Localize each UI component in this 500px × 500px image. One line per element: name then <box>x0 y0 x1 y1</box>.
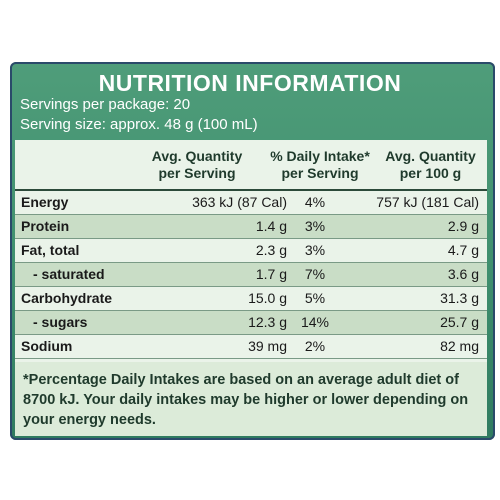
nutrient-name: Sodium <box>21 338 73 354</box>
header-per-serving-text: Avg. Quantity per Serving <box>151 148 243 181</box>
footnote-box: *Percentage Daily Intakes are based on a… <box>15 362 487 436</box>
panel-title: NUTRITION INFORMATION <box>98 70 402 96</box>
header-per-serving: Avg. Quantity per Serving <box>127 148 267 182</box>
row-divider <box>15 286 487 287</box>
per-serving-value: 2.3 g <box>255 242 287 258</box>
per-serving-value: 39 mg <box>248 338 287 354</box>
per-serving-value: 363 kJ (87 Cal) <box>192 194 287 210</box>
header-per-100g-text: Avg. Quantity per 100 g <box>385 148 476 181</box>
servings-per-package: Servings per package: 20 <box>20 96 191 113</box>
per-100g-value: 3.6 g <box>447 266 479 282</box>
nutrient-name: Energy <box>21 194 69 210</box>
header-daily-intake: % Daily Intake* per Serving <box>260 148 380 182</box>
daily-intake-value: 3% <box>304 218 326 234</box>
table-row: Carbohydrate 15.0 g 5% 31.3 g <box>15 287 487 311</box>
table-row: Sodium 39 mg 2% 82 mg <box>15 335 487 359</box>
per-100g-value: 757 kJ (181 Cal) <box>376 194 479 210</box>
header-divider <box>15 189 487 191</box>
nutrition-table: Avg. Quantity per Serving % Daily Intake… <box>15 140 487 362</box>
header-per-100g: Avg. Quantity per 100 g <box>373 148 488 182</box>
per-100g-value: 2.9 g <box>447 218 479 234</box>
per-serving-value: 15.0 g <box>248 290 287 306</box>
daily-intake-value: 3% <box>304 242 326 258</box>
table-row: - saturated 1.7 g 7% 3.6 g <box>15 263 487 287</box>
table-row: Protein 1.4 g 3% 2.9 g <box>15 215 487 239</box>
nutrient-name: Carbohydrate <box>21 290 113 306</box>
per-serving-value: 1.4 g <box>255 218 287 234</box>
row-divider <box>15 310 487 311</box>
nutrient-name: - saturated <box>33 266 105 282</box>
header-daily-intake-text: % Daily Intake* per Serving <box>270 148 370 181</box>
per-100g-value: 4.7 g <box>447 242 479 258</box>
daily-intake-value: 2% <box>304 338 326 354</box>
daily-intake-value: 14% <box>300 314 330 330</box>
per-100g-value: 31.3 g <box>440 290 479 306</box>
row-divider <box>15 238 487 239</box>
row-divider <box>15 358 487 359</box>
nutrient-name: Protein <box>21 218 70 234</box>
daily-intake-value: 5% <box>304 290 326 306</box>
table-row: Energy 363 kJ (87 Cal) 4% 757 kJ (181 Cal) <box>15 191 487 215</box>
per-serving-value: 12.3 g <box>248 314 287 330</box>
daily-intake-value: 7% <box>304 266 326 282</box>
footnote-text: *Percentage Daily Intakes are based on a… <box>23 372 469 428</box>
per-100g-value: 25.7 g <box>440 314 479 330</box>
row-divider <box>15 262 487 263</box>
table-row: Fat, total 2.3 g 3% 4.7 g <box>15 239 487 263</box>
row-divider <box>15 334 487 335</box>
nutrient-name: Fat, total <box>21 242 80 258</box>
serving-size: Serving size: approx. 48 g (100 mL) <box>20 116 258 133</box>
daily-intake-value: 4% <box>304 194 326 210</box>
table-row: - sugars 12.3 g 14% 25.7 g <box>15 311 487 335</box>
nutrient-name: - sugars <box>33 314 88 330</box>
per-serving-value: 1.7 g <box>255 266 287 282</box>
row-divider <box>15 214 487 215</box>
per-100g-value: 82 mg <box>440 338 479 354</box>
